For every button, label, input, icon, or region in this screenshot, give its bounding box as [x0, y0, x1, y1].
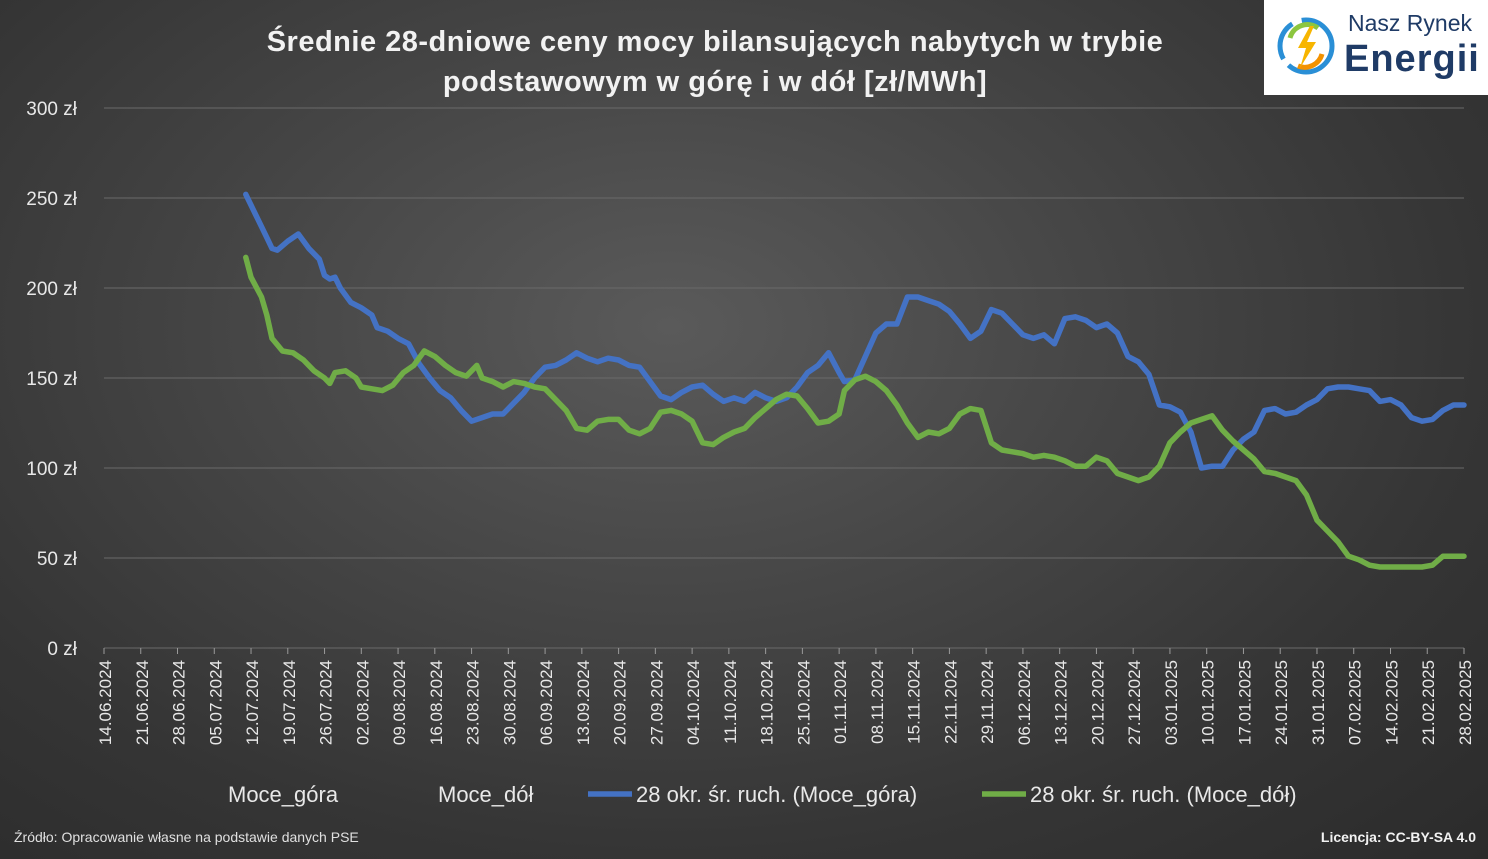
y-tick-label: 100 zł [26, 459, 77, 480]
x-tick-label: 03.01.2025 [1162, 660, 1181, 745]
logo-text-line1: Nasz Rynek [1348, 10, 1472, 36]
x-tick-label: 25.10.2024 [794, 660, 813, 745]
x-tick-label: 06.12.2024 [1015, 660, 1034, 745]
x-tick-label: 13.12.2024 [1052, 660, 1071, 745]
x-tick-label: 12.07.2024 [243, 660, 262, 745]
series-line [243, 254, 1467, 570]
x-tick-label: 27.12.2024 [1125, 660, 1144, 745]
x-tick-label: 19.07.2024 [280, 660, 299, 745]
chart-title-line1: Średnie 28-dniowe ceny mocy bilansującyc… [266, 26, 1164, 58]
x-tick-label: 13.09.2024 [574, 660, 593, 745]
x-tick-label: 16.08.2024 [427, 660, 446, 745]
x-tick-label: 07.02.2025 [1346, 660, 1365, 745]
legend-label: Moce_góra [228, 782, 339, 807]
y-tick-label: 300 zł [26, 99, 77, 120]
y-tick-label: 0 zł [47, 639, 77, 660]
x-tick-label: 23.08.2024 [464, 660, 483, 745]
source-note: Źródło: Opracowanie własne na podstawie … [14, 829, 359, 845]
x-tick-label: 04.10.2024 [684, 660, 703, 745]
legend: Moce_góra Moce_dół 28 okr. śr. ruch. (Moce… [228, 782, 1297, 807]
y-tick-label: 50 zł [37, 549, 78, 570]
x-tick-label: 15.11.2024 [905, 660, 924, 744]
series-line [243, 191, 1467, 471]
x-tick-label: 08.11.2024 [868, 660, 887, 744]
lightning-icon [1277, 17, 1335, 75]
license-note: Licencja: CC-BY-SA 4.0 [1320, 829, 1476, 845]
x-tick-label: 05.07.2024 [206, 660, 225, 745]
x-tick-label: 01.11.2024 [831, 660, 850, 744]
x-tick-label: 21.06.2024 [133, 660, 152, 745]
x-tick-label: 27.09.2024 [647, 660, 666, 745]
x-tick-label: 14.06.2024 [96, 660, 115, 745]
x-tick-label: 22.11.2024 [941, 660, 960, 744]
x-axis: 14.06.2024 21.06.2024 28.06.2024 05.07.2024… [96, 648, 1475, 745]
x-tick-label: 10.01.2025 [1199, 660, 1218, 745]
x-tick-label: 20.09.2024 [611, 660, 630, 745]
series-lines [243, 191, 1467, 570]
x-tick-label: 11.10.2024 [721, 660, 740, 744]
x-tick-label: 17.01.2025 [1235, 660, 1254, 745]
chart-title-line2: podstawowym w górę i w dół [zł/MWh] [442, 66, 988, 98]
x-tick-label: 09.08.2024 [390, 660, 409, 745]
x-tick-label: 29.11.2024 [978, 660, 997, 744]
logo: Nasz Rynek Energii [1264, 0, 1488, 95]
chart-title: Średnie 28-dniowe ceny mocy bilansującyc… [150, 22, 1280, 102]
y-tick-label: 250 zł [26, 189, 77, 210]
x-tick-label: 02.08.2024 [353, 660, 372, 745]
x-tick-label: 06.09.2024 [537, 660, 556, 745]
y-tick-label: 150 zł [26, 369, 77, 390]
x-tick-label: 18.10.2024 [758, 660, 777, 745]
x-tick-label: 28.02.2025 [1456, 660, 1475, 745]
x-tick-label: 21.02.2025 [1419, 660, 1438, 745]
legend-label: 28 okr. śr. ruch. (Moce_dół) [1030, 782, 1297, 807]
x-tick-label: 26.07.2024 [317, 660, 336, 745]
legend-label: 28 okr. śr. ruch. (Moce_góra) [636, 782, 917, 807]
x-tick-label: 24.01.2025 [1272, 660, 1291, 745]
x-tick-label: 28.06.2024 [170, 660, 189, 745]
y-axis: 0 zł 50 zł 100 zł 150 zł 200 zł 250 zł 300 zł [26, 99, 77, 660]
x-tick-label: 30.08.2024 [500, 660, 519, 745]
gridlines [104, 107, 1464, 649]
logo-text-line2: Energii [1344, 38, 1480, 80]
y-tick-label: 200 zł [26, 279, 77, 300]
x-tick-label: 31.01.2025 [1309, 660, 1328, 745]
legend-label: Moce_dół [438, 782, 534, 807]
x-tick-label: 20.12.2024 [1088, 660, 1107, 745]
x-tick-label: 14.02.2025 [1382, 660, 1401, 745]
